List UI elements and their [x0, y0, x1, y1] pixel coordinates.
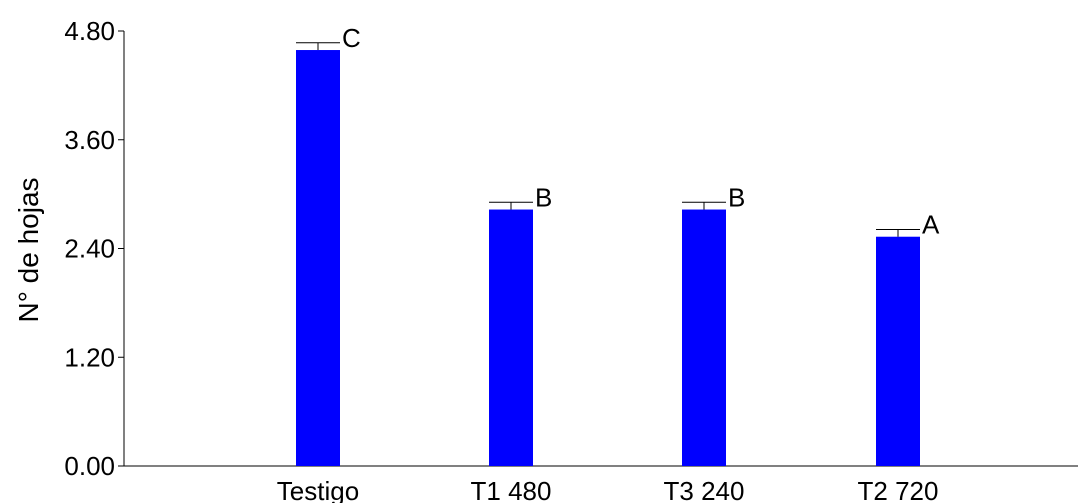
significance-letter: A: [922, 209, 940, 239]
bar: [876, 236, 920, 466]
y-axis-label: N° de hojas: [13, 177, 44, 322]
bar: [489, 209, 533, 466]
y-tick-label: 4.80: [64, 16, 115, 46]
y-tick-label: 0.00: [64, 451, 115, 481]
axes: [123, 31, 1078, 467]
bars: C B B A: [296, 23, 940, 466]
x-tick-label: Testigo: [277, 476, 359, 503]
x-axis-ticks: Testigo T1 480 T3 240 T2 720: [277, 476, 939, 503]
x-tick-label: T1 480: [471, 476, 552, 503]
y-tick-label: 2.40: [64, 234, 115, 264]
bar: [682, 209, 726, 466]
y-tick-label: 1.20: [64, 342, 115, 372]
x-tick-label: T3 240: [664, 476, 745, 503]
y-axis-ticks: 0.00 1.20 2.40 3.60 4.80: [64, 16, 124, 481]
significance-letter: B: [535, 182, 552, 212]
bar: [296, 50, 340, 466]
y-tick-label: 3.60: [64, 125, 115, 155]
significance-letter: C: [342, 23, 361, 53]
significance-letter: B: [728, 182, 745, 212]
x-tick-label: T2 720: [858, 476, 939, 503]
